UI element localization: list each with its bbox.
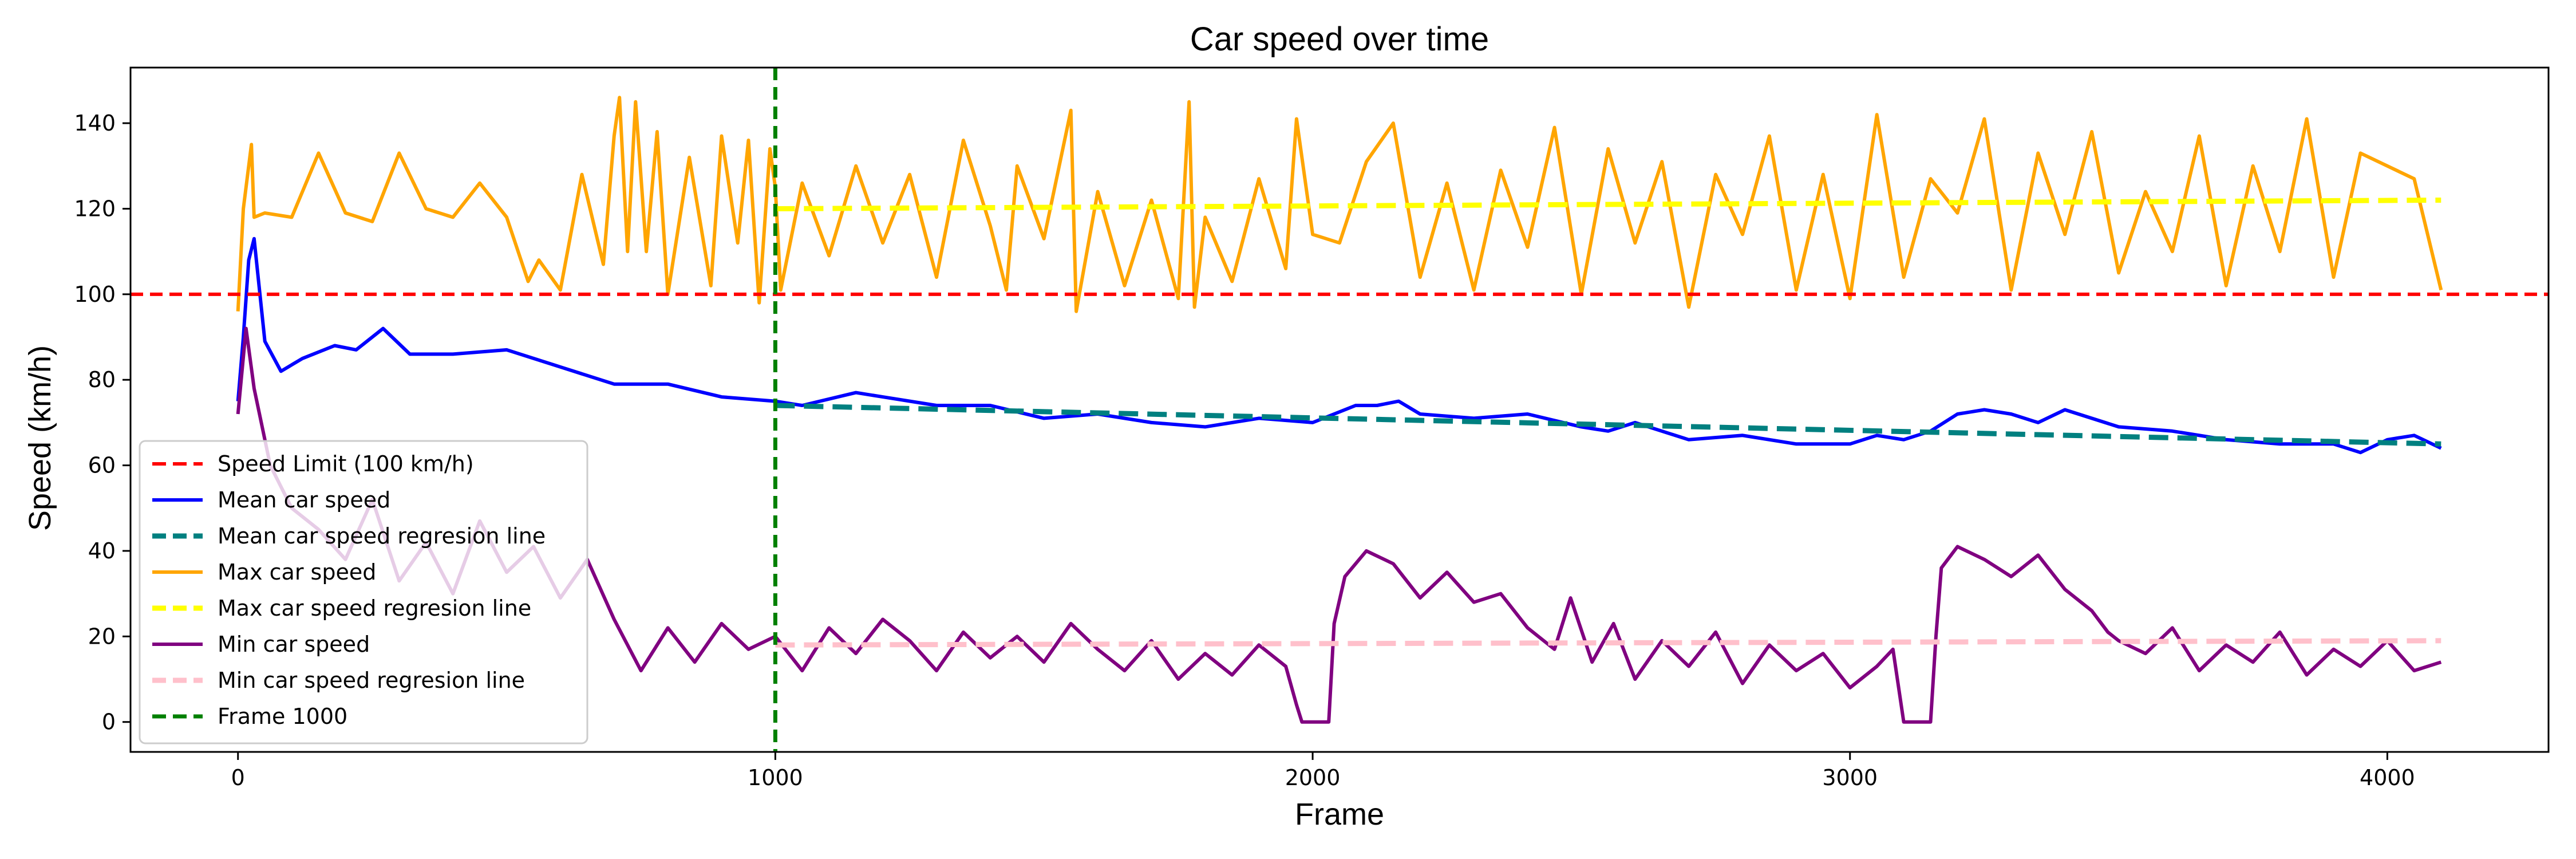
legend-label: Min car speed bbox=[218, 632, 370, 657]
y-tick-label: 120 bbox=[74, 196, 116, 221]
x-axis-title: Frame bbox=[1295, 797, 1384, 832]
legend-label: Min car speed regresion line bbox=[218, 668, 525, 693]
series-line-min-car-speed bbox=[236, 326, 2442, 724]
legend-label: Frame 1000 bbox=[218, 704, 347, 729]
x-tick-label: 1000 bbox=[748, 765, 803, 790]
legend: Speed Limit (100 km/h) Mean car speed Mean… bbox=[139, 440, 588, 744]
legend-box bbox=[139, 440, 588, 744]
legend-label: Max car speed bbox=[218, 559, 376, 585]
series-line-mean-car-speed bbox=[236, 237, 2442, 455]
series-line-max-car-speed bbox=[236, 96, 2443, 313]
chart-title: Car speed over time bbox=[1190, 21, 1489, 58]
plot-frame bbox=[129, 66, 2550, 753]
series-line-mean-car-speed-regresion-line bbox=[775, 403, 2441, 447]
series-line-max-car-speed-regresion-line bbox=[775, 198, 2441, 211]
y-tick-label: 20 bbox=[88, 624, 116, 649]
legend-label: Speed Limit (100 km/h) bbox=[218, 451, 474, 476]
legend-label: Mean car speed regresion line bbox=[218, 523, 546, 549]
x-tick-label: 4000 bbox=[2360, 765, 2415, 790]
x-tick-label: 0 bbox=[231, 765, 245, 790]
legend-label: Max car speed regresion line bbox=[218, 596, 531, 621]
y-tick-label: 140 bbox=[74, 111, 116, 136]
legend-label: Mean car speed bbox=[218, 487, 390, 513]
y-axis-title: Speed (km/h) bbox=[23, 345, 57, 531]
y-tick-label: 60 bbox=[88, 453, 116, 478]
series-layer bbox=[131, 68, 2549, 752]
ticks-layer: 0 1000 2000 3000 4000 0 20 40 60 80 100 120 140 bbox=[74, 111, 2415, 790]
y-tick-label: 80 bbox=[88, 367, 116, 392]
x-tick-label: 3000 bbox=[1822, 765, 1878, 790]
y-tick-label: 40 bbox=[88, 538, 116, 564]
x-tick-label: 2000 bbox=[1285, 765, 1341, 790]
y-tick-label: 0 bbox=[102, 710, 116, 735]
series-line-min-car-speed-regresion-line bbox=[775, 638, 2441, 648]
y-tick-label: 100 bbox=[74, 282, 116, 307]
